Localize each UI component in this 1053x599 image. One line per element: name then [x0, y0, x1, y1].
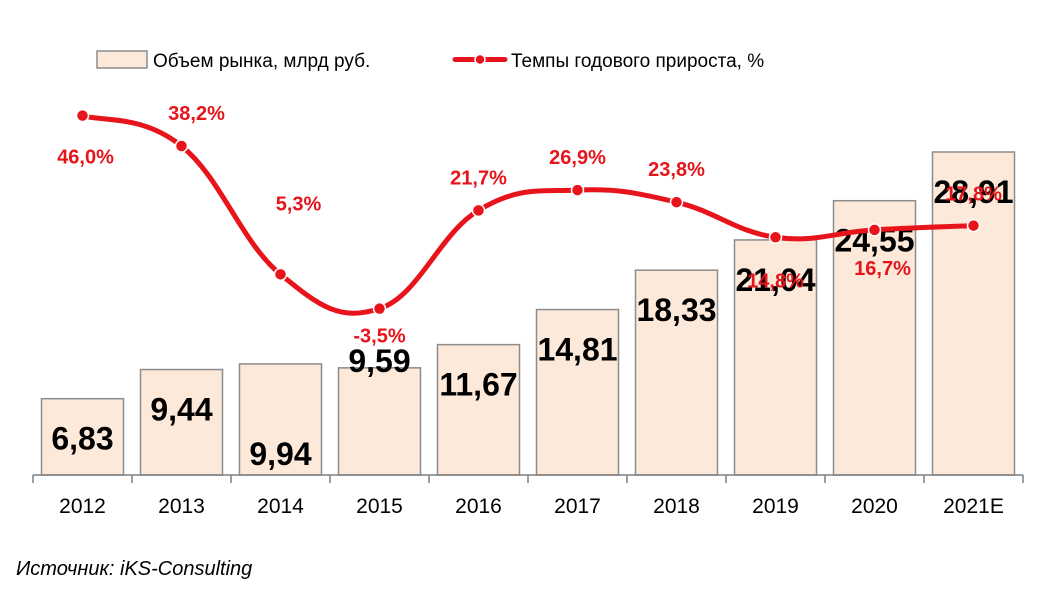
- legend-line-label: Темпы годового прироста, %: [511, 51, 764, 72]
- growth-series: 46,0% 38,2% 5,3% -3,5% 21,7% 26,9% 23,8% 14,8% 1…: [57, 103, 1002, 348]
- growth-marker: [372, 301, 387, 316]
- x-tick-label: 2021E: [943, 495, 1004, 518]
- bar-value-label: 9,94: [249, 436, 311, 472]
- bar-value-label: 18,33: [636, 292, 716, 328]
- bar-2017: [535, 308, 620, 476]
- growth-marker: [273, 267, 288, 282]
- growth-marker: [669, 195, 684, 209]
- x-tick-label: 2017: [554, 495, 601, 518]
- growth-value-label: 17,8%: [945, 184, 1002, 206]
- bar-value-label: 14,81: [537, 332, 617, 368]
- legend-line-marker: [474, 53, 486, 66]
- growth-marker: [867, 223, 882, 237]
- bar-2016: [436, 343, 521, 476]
- x-axis: 2012 2013 2014 2015 2016 2017 2018 2019 2020 2021…: [32, 474, 1024, 518]
- bar-value-label: 11,67: [439, 367, 517, 403]
- bar-value-label: 6,83: [51, 421, 113, 457]
- bars: 6,839,449,949,5911,6714,8118,3321,0424,5…: [40, 151, 1016, 476]
- x-tick-label: 2013: [158, 495, 205, 518]
- bar-2018: [634, 269, 719, 476]
- bar-2015: [337, 367, 422, 476]
- x-tick-label: 2015: [356, 495, 403, 518]
- growth-marker: [471, 203, 486, 218]
- legend: Объем рынка, млрд руб. Темпы годового пр…: [96, 50, 764, 72]
- source-note: Источник: iKS-Consulting: [16, 558, 252, 580]
- growth-value-label: 46,0%: [57, 147, 114, 169]
- growth-value-label: 21,7%: [450, 167, 507, 189]
- growth-value-label: 38,2%: [168, 103, 225, 125]
- x-tick-label: 2012: [59, 495, 106, 518]
- growth-marker: [174, 139, 189, 153]
- growth-value-label: 23,8%: [648, 159, 705, 181]
- x-tick-label: 2020: [851, 495, 898, 518]
- x-tick-label: 2014: [257, 495, 304, 518]
- growth-line: [80, 113, 976, 316]
- x-tick-label: 2018: [653, 495, 700, 518]
- growth-marker: [768, 230, 783, 245]
- growth-value-label: -3,5%: [353, 326, 405, 348]
- bar-value-label: 9,59: [348, 343, 410, 379]
- bar-value-label: 28,91: [933, 174, 1013, 210]
- growth-value-label: 26,9%: [549, 147, 606, 169]
- bar-2021E: [931, 151, 1016, 476]
- growth-value-label: 16,7%: [854, 258, 911, 280]
- bar-value-label: 21,04: [735, 262, 815, 298]
- x-tick-label: 2016: [455, 495, 502, 518]
- growth-value-label: 14,8%: [747, 270, 804, 292]
- growth-marker: [966, 218, 981, 233]
- legend-bar-label: Объем рынка, млрд руб.: [153, 51, 370, 72]
- bar-value-label: 9,44: [150, 392, 212, 428]
- bar-2013: [139, 368, 224, 476]
- growth-marker: [570, 183, 585, 197]
- legend-bar-swatch: [96, 50, 148, 69]
- growth-marker: [75, 108, 90, 123]
- bar-2020: [832, 199, 917, 476]
- bar-2019: [733, 239, 818, 476]
- x-tick-label: 2019: [752, 495, 799, 518]
- growth-value-label: 5,3%: [276, 193, 322, 215]
